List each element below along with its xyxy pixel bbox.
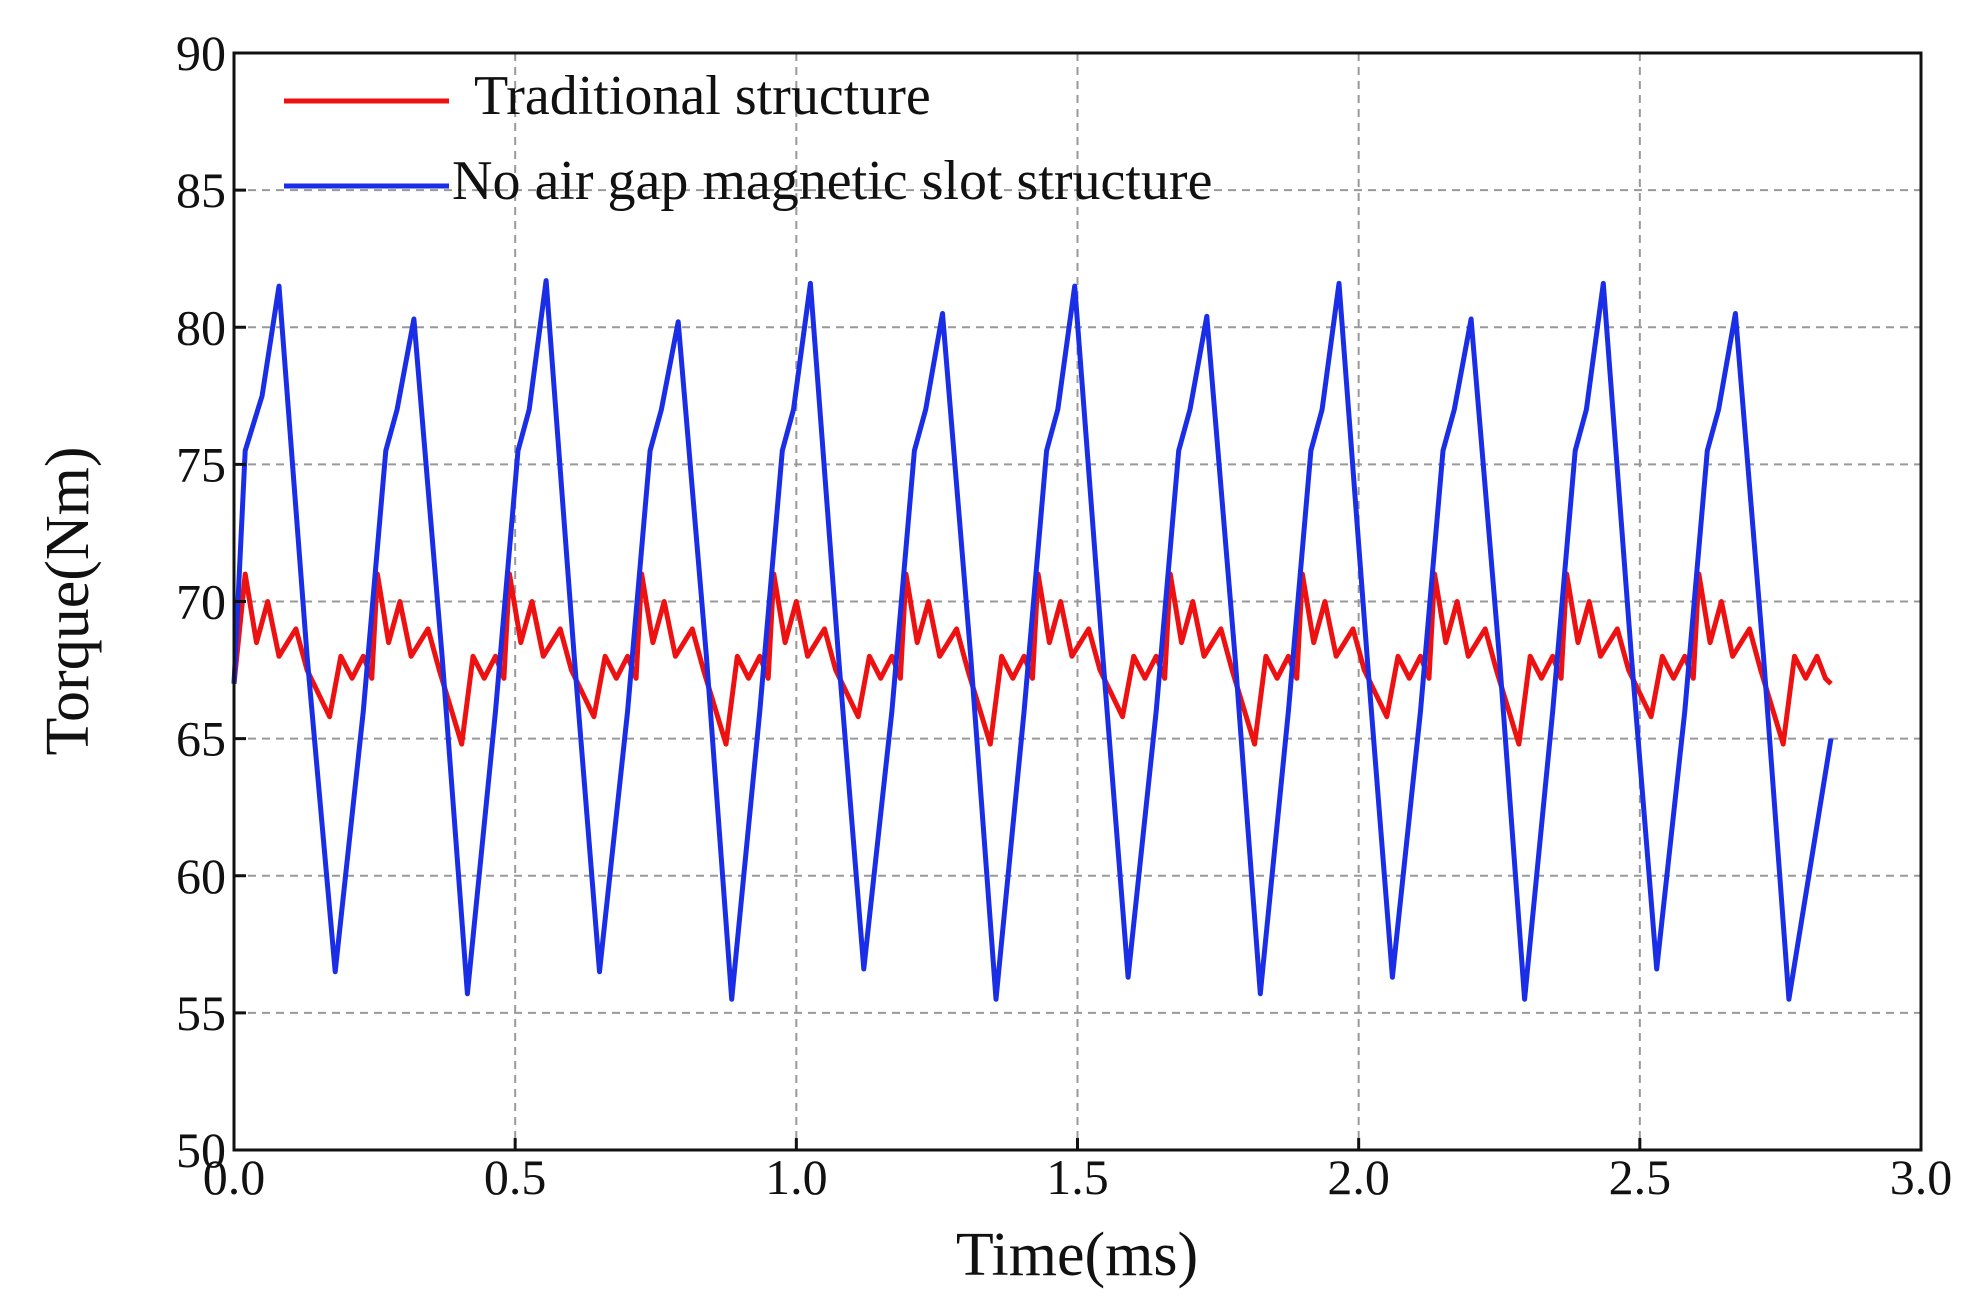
x-tick-label: 0.5 <box>484 1149 547 1205</box>
y-tick-label: 50 <box>176 1122 226 1178</box>
x-tick-label: 0.0 <box>203 1149 266 1205</box>
plot-lines <box>231 278 1834 1002</box>
series-line <box>231 278 1834 1002</box>
y-tick-label: 90 <box>176 25 226 81</box>
y-tick-label: 85 <box>176 162 226 218</box>
y-tick-label: 75 <box>176 436 226 492</box>
x-tick-label: 1.0 <box>765 1149 828 1205</box>
y-axis-label: Torque(Nm) <box>34 446 102 755</box>
legend: Traditional structure No air gap magnetic… <box>284 65 1212 212</box>
y-tick-label: 55 <box>176 985 226 1041</box>
legend-label: No air gap magnetic slot structure <box>452 150 1212 212</box>
series-line <box>231 571 1833 747</box>
y-tick-label: 80 <box>176 299 226 355</box>
x-tick-label: 1.5 <box>1046 1149 1109 1205</box>
grid <box>233 52 1922 1151</box>
y-tick-label: 70 <box>176 574 226 630</box>
x-tick-label: 2.0 <box>1327 1149 1390 1205</box>
x-tick-label: 3.0 <box>1890 1149 1953 1205</box>
x-tick-label: 2.5 <box>1609 1149 1672 1205</box>
ticks: 0.0 0.5 1.0 1.5 2.0 2.5 3.0 50 55 60 65 70 75 80 85 90 <box>176 25 1952 1205</box>
x-axis-label: Time(ms) <box>956 1221 1198 1289</box>
legend-label: Traditional structure <box>474 65 931 127</box>
y-tick-label: 65 <box>176 711 226 767</box>
y-tick-label: 60 <box>176 848 226 904</box>
